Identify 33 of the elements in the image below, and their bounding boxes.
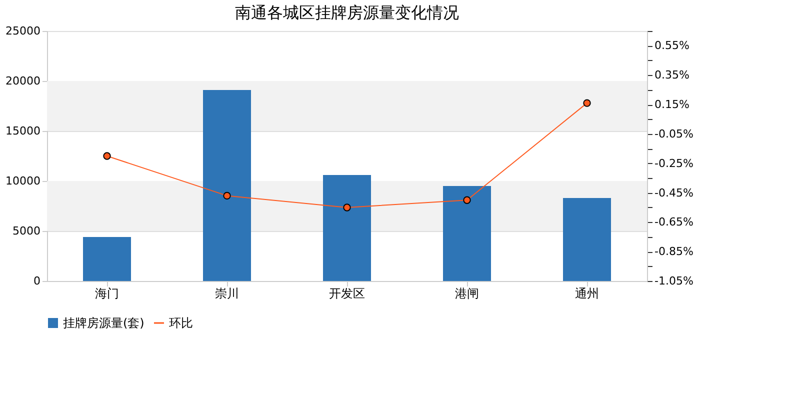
y-tick-label: 15000: [6, 124, 40, 138]
point: [463, 196, 471, 204]
chart-title: 南通各城区挂牌房源量变化情况: [235, 3, 459, 22]
y-tick-label: 25000: [6, 24, 40, 38]
x-tick-label: 崇川: [215, 286, 239, 300]
legend-label: 环比: [169, 316, 193, 330]
x-tick-label: 通州: [575, 286, 599, 300]
y-tick-label: 0: [34, 274, 40, 288]
bar: [203, 90, 251, 281]
y2-tick-label: 0.35%: [654, 68, 690, 82]
y2-tick-label: 0.55%: [654, 39, 690, 52]
y2-tick-label: -0.05%: [654, 127, 694, 140]
point: [583, 99, 591, 107]
y2-tick-label: -0.65%: [654, 216, 694, 229]
y-tick-label: 20000: [6, 74, 40, 88]
bar: [443, 186, 491, 281]
y2-tick-label: -0.45%: [654, 186, 694, 200]
legend-label: 挂牌房源量(套): [63, 316, 144, 330]
bar: [563, 198, 611, 281]
bar: [323, 175, 371, 281]
bar: [83, 237, 131, 281]
y2-tick-label: -0.85%: [654, 245, 694, 258]
x-tick-label: 开发区: [329, 286, 365, 300]
y2-tick-label: -1.05%: [654, 274, 694, 288]
point: [223, 192, 231, 200]
x-tick-label: 海门: [95, 286, 119, 300]
point: [103, 152, 111, 160]
y2-tick-label: -0.25%: [654, 156, 694, 170]
y-tick-label: 5000: [12, 224, 40, 238]
x-tick-label: 港闸: [455, 286, 479, 300]
y-tick-label: 10000: [6, 174, 40, 188]
point: [343, 204, 351, 212]
y2-tick-label: 0.15%: [654, 98, 690, 112]
